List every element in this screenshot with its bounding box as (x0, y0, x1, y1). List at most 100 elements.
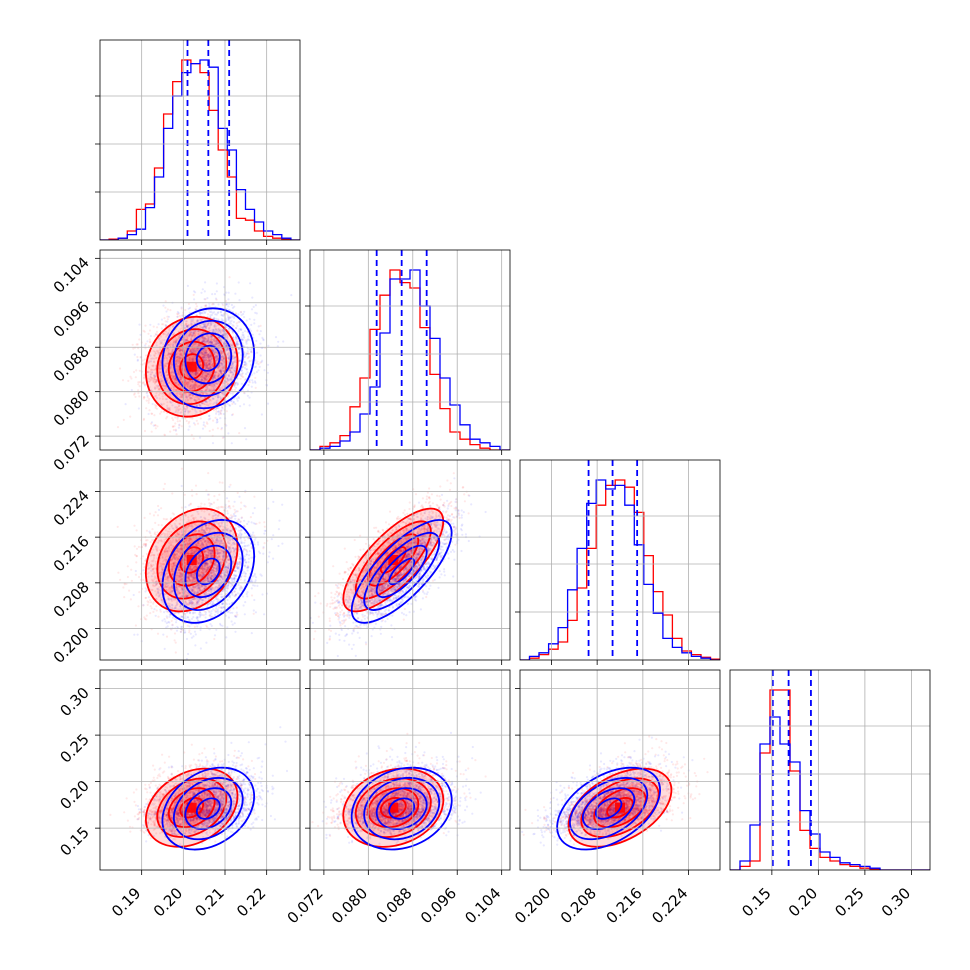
sample-point (177, 408, 180, 411)
sample-point (244, 377, 247, 381)
sample-point (208, 388, 211, 391)
sample-point (196, 349, 199, 352)
sample-point (122, 418, 125, 421)
sample-point (188, 334, 191, 337)
sample-point (194, 409, 197, 412)
sample-point (209, 355, 212, 358)
sample-point (177, 355, 180, 358)
sample-point (225, 326, 228, 329)
sample-point (201, 352, 204, 356)
sample-point (200, 383, 203, 386)
sample-point (203, 355, 206, 358)
sample-point (180, 376, 183, 379)
sample-point (203, 336, 206, 339)
sample-point (213, 374, 216, 377)
sample-point (236, 383, 239, 386)
sample-point (195, 331, 198, 334)
sample-point (177, 312, 180, 315)
sample-point (164, 354, 167, 357)
sample-point (237, 347, 240, 350)
sample-point (167, 332, 170, 335)
sample-point (195, 419, 198, 422)
sample-point (220, 356, 223, 359)
sample-point (158, 347, 162, 351)
sample-point (214, 357, 217, 360)
sample-point (229, 322, 232, 325)
sample-point (134, 376, 137, 379)
sample-point (129, 375, 132, 378)
sample-point (207, 357, 210, 360)
sample-point (154, 352, 157, 355)
sample-point (156, 350, 159, 353)
sample-point (130, 568, 133, 571)
sample-point (153, 361, 156, 364)
sample-point (228, 316, 231, 319)
sample-point (212, 387, 215, 390)
sample-point (183, 340, 186, 344)
sample-point (219, 369, 222, 372)
sample-point (237, 395, 240, 399)
sample-point (169, 371, 172, 375)
sample-point (146, 371, 149, 374)
sample-point (227, 318, 230, 321)
sample-point (229, 371, 233, 374)
sample-point (188, 420, 191, 423)
sample-point (205, 324, 208, 328)
sample-point (230, 371, 233, 374)
sample-point (168, 392, 171, 395)
sample-point (149, 370, 152, 374)
sample-point (229, 369, 232, 372)
sample-point (213, 317, 216, 320)
sample-point (220, 409, 223, 412)
sample-point (215, 355, 218, 358)
sample-point (207, 327, 210, 330)
sample-point (196, 383, 199, 386)
sample-point (190, 323, 193, 326)
sample-point (205, 353, 208, 357)
sample-point (193, 398, 196, 401)
sample-point (117, 571, 120, 574)
sample-point (149, 340, 152, 343)
sample-point (203, 340, 206, 343)
sample-point (192, 388, 195, 391)
sample-point (221, 355, 224, 358)
sample-point (188, 333, 191, 336)
sample-point (203, 350, 206, 353)
sample-point (216, 498, 219, 501)
sample-point (190, 351, 193, 354)
sample-point (147, 399, 150, 402)
sample-point (148, 409, 151, 412)
sample-point (219, 412, 222, 415)
sample-point (193, 355, 196, 358)
sample-point (146, 394, 149, 397)
sample-point (162, 333, 165, 336)
sample-point (234, 338, 237, 341)
sample-point (143, 383, 146, 386)
sample-point (215, 386, 218, 389)
sample-point (222, 363, 225, 366)
sample-point (222, 328, 225, 331)
sample-point (183, 379, 186, 382)
sample-point (204, 309, 208, 312)
sample-point (210, 335, 214, 338)
sample-point (191, 394, 194, 397)
sample-point (218, 372, 221, 376)
sample-point (227, 318, 230, 321)
sample-point (192, 385, 195, 388)
sample-point (160, 335, 163, 338)
sample-point (189, 356, 192, 359)
sample-point (212, 403, 215, 406)
sample-point (189, 398, 192, 401)
sample-point (162, 383, 165, 387)
sample-point (188, 348, 191, 351)
sample-point (190, 331, 193, 334)
sample-point (168, 327, 171, 331)
sample-point (236, 324, 239, 327)
sample-point (203, 371, 206, 374)
sample-point (202, 351, 205, 354)
scatter-panel-1-0 (95, 249, 301, 455)
sample-point (207, 309, 210, 312)
sample-point (187, 381, 190, 384)
sample-point (209, 340, 212, 343)
sample-point (234, 292, 237, 295)
